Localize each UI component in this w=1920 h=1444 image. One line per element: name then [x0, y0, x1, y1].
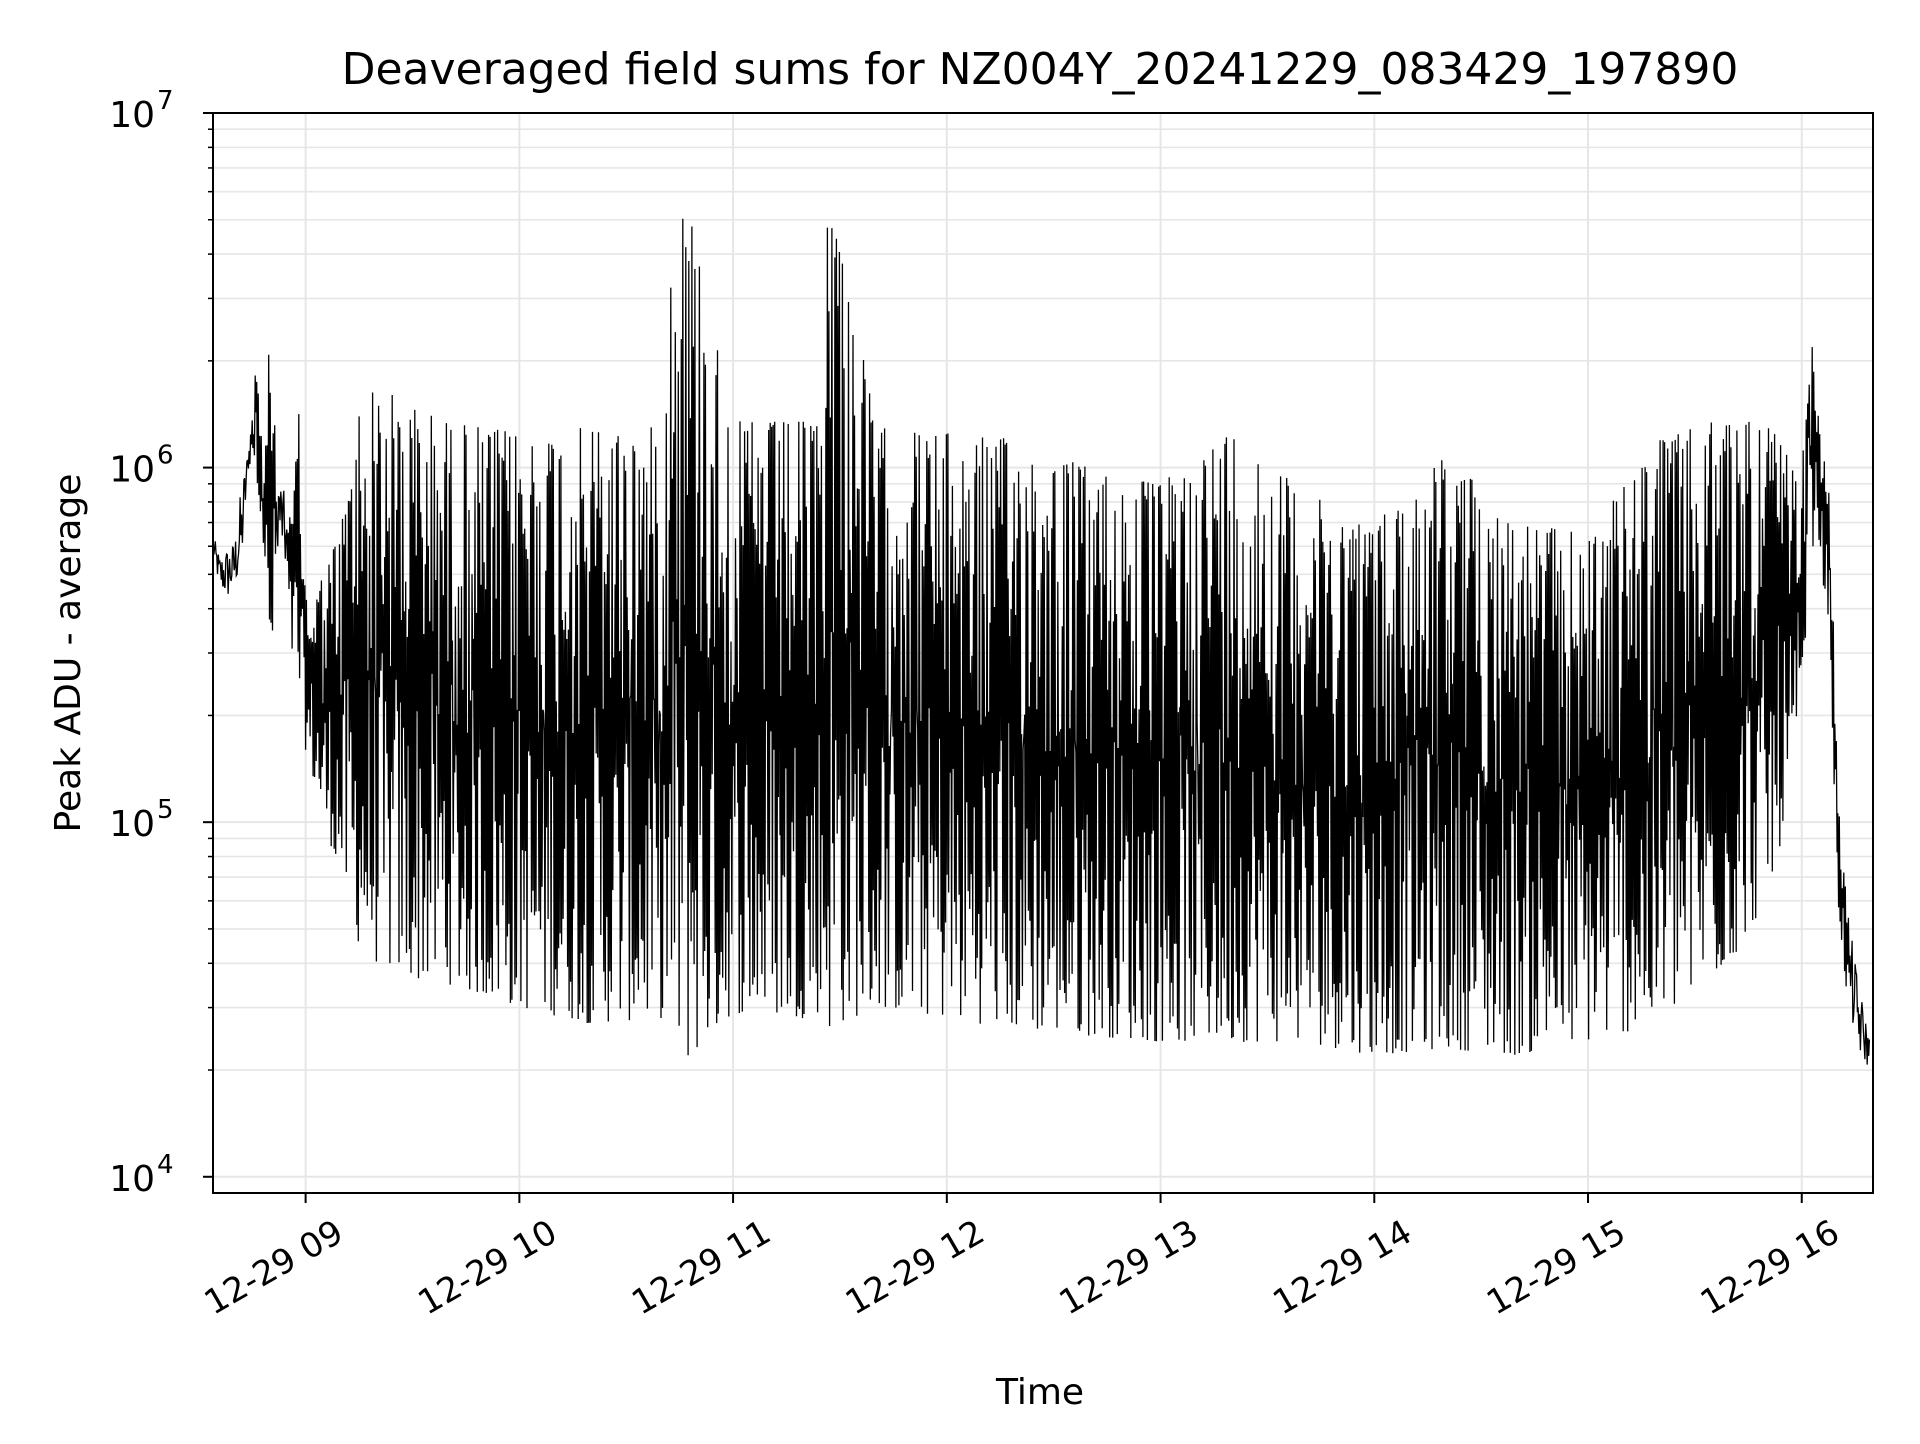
- y-tick-label: 10: [109, 1159, 155, 1200]
- y-axis-label: Peak ADU - average: [48, 474, 89, 833]
- y-tick-label-exponent: 4: [157, 1150, 174, 1180]
- y-tick-label-exponent: 5: [157, 795, 174, 825]
- y-tick-label: 10: [109, 804, 155, 845]
- axis-ticks: [203, 112, 1803, 1203]
- plot-area: [212, 218, 1871, 1065]
- y-tick-label: 10: [109, 450, 155, 491]
- x-axis-label: Time: [995, 1372, 1084, 1413]
- chart-title: Deaveraged field sums for NZ004Y_2024122…: [342, 44, 1739, 95]
- y-tick-label-exponent: 6: [157, 441, 174, 471]
- y-tick-label: 10: [109, 95, 155, 136]
- series-line: [212, 218, 1871, 1065]
- y-tick-label-exponent: 7: [157, 86, 174, 116]
